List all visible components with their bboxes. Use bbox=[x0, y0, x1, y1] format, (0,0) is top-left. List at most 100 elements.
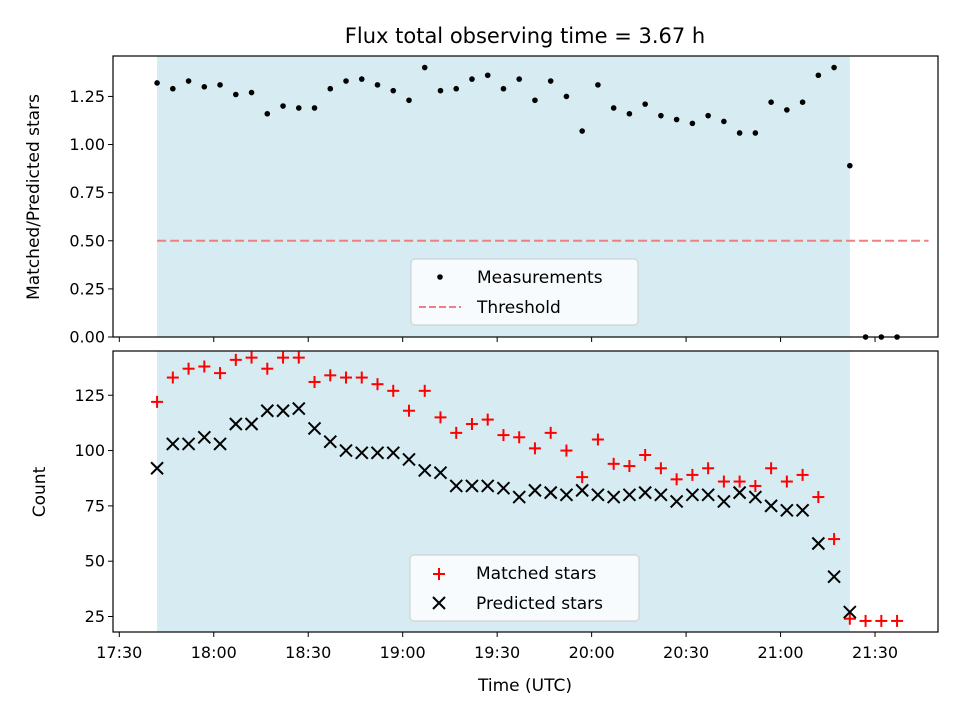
predicted-point bbox=[339, 443, 353, 458]
matched-point bbox=[891, 614, 904, 627]
matched-point bbox=[749, 479, 762, 492]
predicted-point bbox=[654, 488, 668, 502]
panel-ratio-legend: Measurements Threshold bbox=[410, 258, 639, 326]
measurement-point bbox=[437, 87, 444, 94]
matched-point bbox=[591, 433, 604, 446]
ytick-label: 0.25 bbox=[69, 279, 105, 298]
predicted-point bbox=[481, 479, 495, 493]
matched-point bbox=[654, 462, 667, 475]
ytick-label: 1.25 bbox=[69, 87, 105, 106]
panel-count: 25 50 75 100 125 17:30 18:00 18:30 19:00 19:30 20… bbox=[30, 350, 939, 696]
matched-point bbox=[733, 475, 746, 488]
panel-ratio-frame bbox=[112, 55, 939, 338]
measurement-point bbox=[185, 78, 192, 84]
panel-count-legend: Matched stars Predicted stars bbox=[409, 554, 640, 622]
measurement-point bbox=[406, 97, 412, 104]
chart-title: Flux total observing time = 3.67 h bbox=[345, 24, 705, 48]
predicted-point bbox=[197, 430, 212, 444]
matched-point bbox=[875, 614, 888, 627]
predicted-point bbox=[701, 488, 715, 502]
legend-box bbox=[409, 554, 640, 622]
ytick-label: 125 bbox=[74, 386, 105, 405]
matched-point bbox=[513, 431, 526, 444]
measurement-point bbox=[500, 85, 507, 92]
xtick-label: 21:00 bbox=[758, 643, 804, 662]
measurement-point bbox=[799, 99, 806, 105]
matched-point bbox=[418, 384, 431, 397]
measurement-point bbox=[170, 85, 176, 92]
matched-point bbox=[465, 418, 478, 431]
predicted-point bbox=[166, 437, 180, 451]
predicted-point bbox=[622, 488, 637, 502]
predicted-point bbox=[355, 446, 369, 460]
matched-point bbox=[481, 413, 494, 426]
predicted-point bbox=[402, 452, 416, 467]
panel-ratio-ylabel: Matched/Predicted stars bbox=[24, 94, 44, 300]
panel-count-xlabel: Time (UTC) bbox=[477, 676, 572, 696]
predicted-point bbox=[512, 490, 526, 504]
predicted-point bbox=[323, 435, 337, 449]
measurement-point bbox=[626, 110, 633, 117]
matched-point bbox=[198, 360, 211, 373]
ytick-label: 1.00 bbox=[69, 135, 105, 154]
xtick-label: 21:30 bbox=[852, 643, 898, 662]
xtick-label: 18:00 bbox=[191, 643, 237, 662]
predicted-point bbox=[418, 463, 432, 478]
xtick-label: 18:30 bbox=[285, 643, 331, 662]
ytick-label: 50 bbox=[85, 552, 105, 571]
legend-marker-predicted bbox=[432, 596, 446, 610]
xtick-label: 20:30 bbox=[663, 643, 709, 662]
measurement-point bbox=[784, 107, 790, 113]
measurement-point bbox=[453, 85, 460, 92]
measurement-point bbox=[815, 72, 822, 79]
predicted-point bbox=[260, 404, 275, 418]
legend-label-measurements: Measurements bbox=[477, 268, 603, 288]
measurement-point bbox=[579, 128, 585, 134]
legend-label-predicted: Predicted stars bbox=[476, 594, 603, 614]
predicted-point bbox=[732, 485, 747, 500]
panel-count-frame bbox=[112, 350, 939, 633]
matched-point bbox=[324, 369, 337, 382]
predicted-point bbox=[764, 499, 778, 513]
panel-ratio: 0.00 0.25 0.50 0.75 1.00 1.25 Flux total obse… bbox=[24, 24, 939, 347]
measurement-point bbox=[768, 99, 774, 105]
predicted-point bbox=[213, 437, 227, 451]
matched-point bbox=[151, 395, 164, 408]
measurement-point bbox=[374, 82, 381, 88]
matched-point bbox=[308, 375, 321, 388]
matched-point bbox=[497, 429, 510, 442]
matched-point bbox=[450, 426, 463, 439]
matched-point bbox=[560, 444, 573, 457]
predicted-point bbox=[386, 446, 400, 460]
predicted-point bbox=[811, 536, 826, 551]
matched-point bbox=[843, 612, 856, 625]
matched-point bbox=[229, 353, 242, 366]
measurement-point bbox=[847, 162, 853, 169]
matched-point bbox=[796, 468, 809, 481]
legend-marker-measurements bbox=[437, 274, 443, 280]
predicted-point bbox=[827, 569, 841, 584]
predicted-point bbox=[638, 485, 652, 500]
matched-point bbox=[182, 362, 195, 375]
measurement-point bbox=[233, 91, 239, 98]
predicted-point bbox=[292, 401, 306, 416]
panel-count-xticks: 17:30 18:00 18:30 19:00 19:30 20:00 20:30 21:00… bbox=[96, 632, 898, 662]
predicted-point bbox=[496, 481, 511, 495]
predicted-point bbox=[449, 479, 463, 493]
measurement-point bbox=[752, 130, 759, 136]
predicted-point bbox=[843, 605, 857, 619]
matched-point bbox=[607, 457, 620, 470]
measurement-point bbox=[831, 64, 837, 71]
measurement-point bbox=[248, 89, 255, 96]
predicted-point bbox=[606, 490, 621, 504]
matched-point bbox=[780, 475, 793, 488]
ytick-label: 25 bbox=[85, 607, 105, 626]
matched-point bbox=[277, 351, 290, 364]
matched-point bbox=[717, 475, 730, 488]
panel-count-yticks: 25 50 75 100 125 bbox=[74, 386, 113, 626]
predicted-point bbox=[780, 503, 794, 518]
matched-point bbox=[828, 533, 841, 546]
matched-point bbox=[686, 468, 699, 481]
measurement-point bbox=[421, 64, 428, 71]
